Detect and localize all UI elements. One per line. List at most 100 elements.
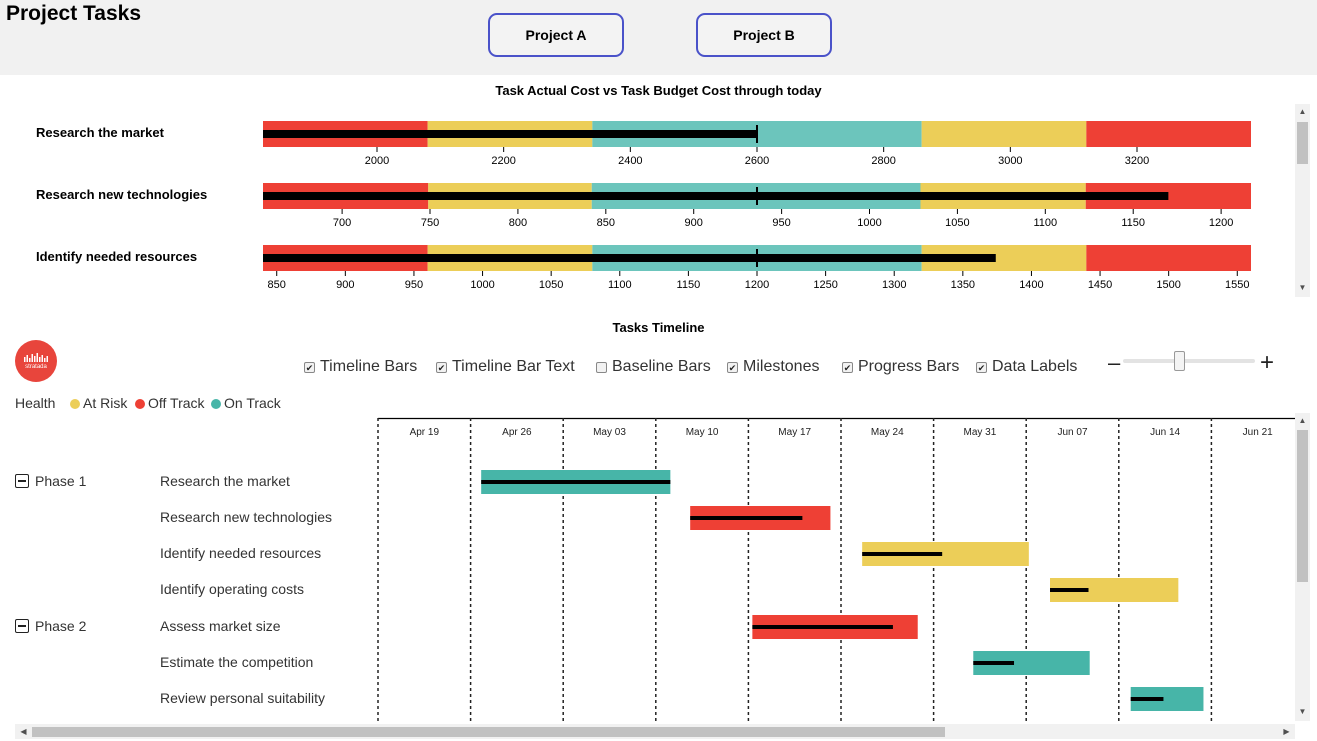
legend-label: Off Track [148,395,205,411]
option-timeline-bar-text[interactable]: ✔ Timeline Bar Text [436,358,575,376]
legend-title: Health [15,395,56,411]
collapse-icon[interactable] [15,474,29,488]
checkbox[interactable]: ✔ [436,361,447,373]
bullet-band [921,121,1087,147]
bullet-measure-bar [263,254,996,262]
bullet-tick-label: 2600 [745,155,769,167]
header-bar: Project Tasks Project A Project B [0,0,1317,75]
timeline-horizontal-scrollbar[interactable]: ◀ ▶ [15,724,1295,739]
checkbox[interactable]: ✔ [842,361,853,373]
bullet-tick-label: 1200 [1209,217,1233,229]
week-date-label: Jun 21 [1243,427,1273,438]
bullet-tick-label: 1050 [945,217,969,229]
option-progress-bars[interactable]: ✔ Progress Bars [842,358,959,376]
bullet-row-label: Research new technologies [36,187,207,202]
task-label: Assess market size [160,618,281,634]
scroll-up-arrow-icon[interactable]: ▲ [1298,416,1307,425]
bullet-tick-label: 3200 [1125,155,1149,167]
option-label: Progress Bars [858,358,960,375]
option-timeline-bars[interactable]: ✔ Timeline Bars [304,358,417,376]
task-label: Research new technologies [160,509,332,525]
cost-chart-scrollbar[interactable]: ▲ ▼ [1295,104,1310,297]
option-label: Milestones [743,358,820,375]
bullet-tick-label: 1100 [1033,217,1057,229]
bullet-tick-label: 800 [509,217,527,229]
collapse-icon[interactable] [15,619,29,633]
week-date-label: May 17 [778,427,811,438]
bullet-tick-label: 1350 [951,279,975,291]
task-progress-bar [862,552,943,556]
timeline-vertical-scrollbar[interactable]: ▲ ▼ [1295,413,1310,721]
bullet-tick-label: 1000 [857,217,881,229]
on-track-dot-icon [211,399,221,409]
bullet-tick-label: 1250 [813,279,837,291]
project-a-button[interactable]: Project A [488,13,624,57]
option-label: Baseline Bars [612,358,711,375]
bullet-tick-label: 2400 [618,155,642,167]
scroll-up-arrow-icon[interactable]: ▲ [1298,107,1307,116]
phase-label: Phase 1 [35,473,87,489]
bullet-measure-bar [263,192,1169,200]
scroll-down-arrow-icon[interactable]: ▼ [1298,707,1307,716]
logo-text: stratada [25,364,47,370]
task-label: Estimate the competition [160,654,314,670]
bullet-tick-label: 900 [336,279,354,291]
stratada-logo: stratada [15,340,57,382]
scroll-left-arrow-icon[interactable]: ◀ [20,727,27,736]
task-progress-bar [1050,588,1089,592]
week-date-label: May 31 [964,427,997,438]
week-date-label: Apr 19 [410,427,440,438]
option-baseline-bars[interactable]: Baseline Bars [596,358,711,376]
bullet-tick-label: 950 [772,217,790,229]
option-label: Data Labels [992,358,1078,375]
phase-row-2[interactable]: Phase 2 [15,618,86,634]
bullet-band [1086,245,1251,271]
bullet-tick-label: 900 [685,217,703,229]
zoom-in-icon[interactable]: + [1260,349,1275,376]
option-milestones[interactable]: ✔ Milestones [727,358,819,376]
bullet-tick-label: 1450 [1088,279,1112,291]
week-date-label: May 24 [871,427,904,438]
checkbox[interactable] [596,361,607,373]
cost-chart-title: Task Actual Cost vs Task Budget Cost thr… [495,83,822,98]
bullet-tick-label: 850 [268,279,286,291]
zoom-slider-track[interactable] [1123,359,1255,363]
bullet-target-marker [756,249,758,267]
scroll-down-arrow-icon[interactable]: ▼ [1298,283,1307,292]
bullet-tick-label: 850 [597,217,615,229]
bullet-tick-label: 3000 [998,155,1022,167]
task-progress-bar [752,625,893,629]
project-b-button[interactable]: Project B [696,13,832,57]
checkbox[interactable]: ✔ [976,361,987,373]
bullet-target-marker [756,125,758,143]
bullet-tick-label: 1550 [1225,279,1249,291]
legend-label: At Risk [83,395,128,411]
legend-at-risk: At Risk [70,395,127,411]
bullet-tick-label: 2800 [871,155,895,167]
zoom-out-icon[interactable]: – [1108,350,1121,375]
bullet-target-marker [756,187,758,205]
option-data-labels[interactable]: ✔ Data Labels [976,358,1077,376]
cost-chart-scroll-thumb[interactable] [1297,122,1308,164]
task-label: Review personal suitability [160,690,325,706]
timeline-scroll-thumb[interactable] [1297,430,1308,582]
scroll-right-arrow-icon[interactable]: ▶ [1283,727,1290,736]
bullet-tick-label: 1000 [470,279,494,291]
phase-row-1[interactable]: Phase 1 [15,473,86,489]
task-label: Identify needed resources [160,545,322,561]
bullet-measure-bar [263,130,757,138]
zoom-slider-thumb[interactable] [1174,351,1185,371]
checkbox[interactable]: ✔ [304,361,315,373]
timeline-title: Tasks Timeline [612,320,705,335]
legend-on-track: On Track [211,395,281,411]
task-progress-bar [690,516,803,520]
week-date-label: Jun 07 [1057,427,1087,438]
bullet-tick-label: 700 [333,217,351,229]
bullet-tick-label: 2000 [365,155,389,167]
bullet-tick-label: 1500 [1156,279,1180,291]
off-track-dot-icon [135,399,145,409]
bullet-tick-label: 1150 [677,279,701,291]
checkbox[interactable]: ✔ [727,361,738,373]
horizontal-scroll-thumb[interactable] [32,727,945,737]
task-progress-bar [1130,697,1164,701]
